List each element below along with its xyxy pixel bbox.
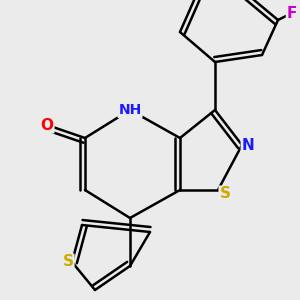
Text: F: F	[287, 5, 297, 20]
Text: S: S	[62, 254, 74, 269]
Text: NH: NH	[118, 103, 142, 117]
Text: N: N	[242, 137, 254, 152]
Text: S: S	[220, 187, 230, 202]
Text: O: O	[40, 118, 53, 133]
